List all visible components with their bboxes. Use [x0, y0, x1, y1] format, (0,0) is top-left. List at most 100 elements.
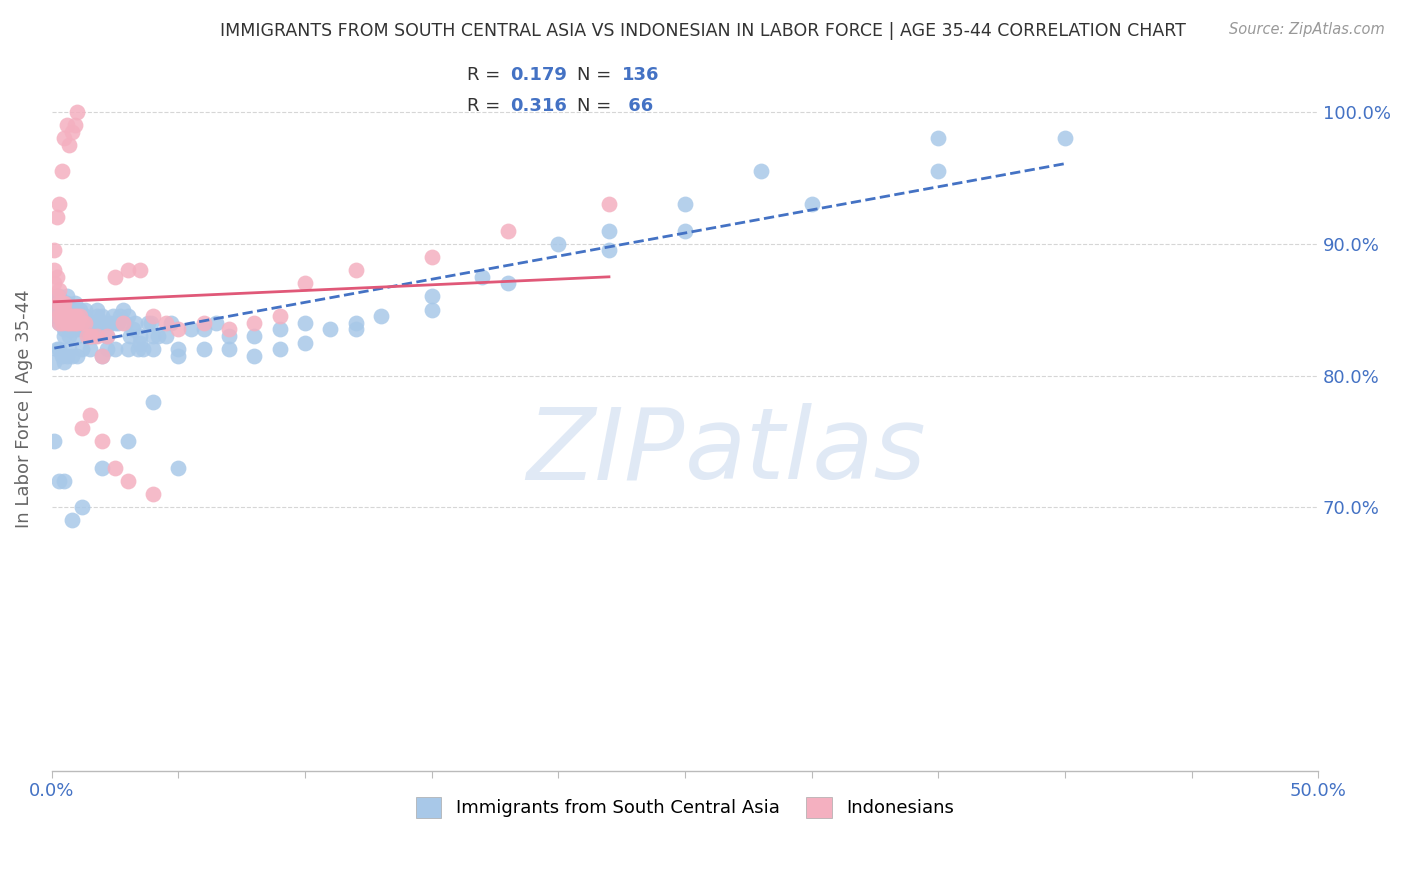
Point [129, 329, 152, 343]
Point [108, 310, 131, 324]
Point [56, 118, 79, 132]
Point [45, 211, 67, 225]
Point [44, 355, 66, 369]
Point [94, 316, 117, 330]
Point [146, 329, 169, 343]
Point [91, 349, 114, 363]
Legend: Immigrants from South Central Asia, Indonesians: Immigrants from South Central Asia, Indo… [406, 788, 963, 827]
Point [60, 513, 83, 527]
Point [69, 302, 91, 317]
Point [121, 322, 143, 336]
Point [89, 316, 111, 330]
Point [56, 289, 79, 303]
Point [60, 310, 83, 324]
Point [58, 138, 80, 153]
Text: IMMIGRANTS FROM SOUTH CENTRAL ASIA VS INDONESIAN IN LABOR FORCE | AGE 35-44 CORR: IMMIGRANTS FROM SOUTH CENTRAL ASIA VS IN… [221, 22, 1185, 40]
Point [471, 269, 494, 284]
Point [114, 316, 136, 330]
Text: 66: 66 [621, 96, 652, 115]
Point [73, 310, 96, 324]
Point [53, 322, 76, 336]
Point [205, 316, 228, 330]
Point [58, 316, 80, 330]
Point [56, 310, 79, 324]
Point [107, 316, 129, 330]
Point [48, 342, 70, 356]
Point [51, 164, 73, 178]
Point [45, 302, 67, 317]
Point [155, 316, 177, 330]
Point [56, 316, 79, 330]
Point [104, 342, 127, 356]
Point [91, 434, 114, 449]
Point [66, 322, 89, 336]
Text: R =: R = [467, 96, 506, 115]
Point [117, 474, 139, 488]
Point [344, 316, 367, 330]
Point [60, 310, 83, 324]
Point [117, 434, 139, 449]
Point [53, 355, 76, 369]
Point [167, 342, 190, 356]
Point [53, 474, 76, 488]
Point [45, 269, 67, 284]
Point [58, 316, 80, 330]
Point [73, 302, 96, 317]
Point [243, 349, 266, 363]
Point [167, 322, 190, 336]
Point [673, 224, 696, 238]
Point [66, 349, 89, 363]
Point [96, 329, 118, 343]
Point [58, 310, 80, 324]
Point [294, 316, 316, 330]
Point [56, 316, 79, 330]
Point [45, 342, 67, 356]
Point [117, 310, 139, 324]
Point [111, 316, 134, 330]
Point [51, 296, 73, 310]
Point [101, 310, 124, 324]
Point [60, 322, 83, 336]
Point [53, 329, 76, 343]
Point [193, 316, 215, 330]
Point [127, 342, 149, 356]
Point [83, 316, 105, 330]
Point [45, 289, 67, 303]
Point [269, 322, 291, 336]
Point [45, 289, 67, 303]
Point [96, 342, 118, 356]
Point [63, 310, 86, 324]
Point [117, 263, 139, 277]
Point [96, 329, 118, 343]
Point [73, 316, 96, 330]
Point [53, 302, 76, 317]
Point [53, 310, 76, 324]
Point [142, 329, 165, 343]
Point [58, 302, 80, 317]
Point [547, 236, 569, 251]
Point [48, 302, 70, 317]
Point [104, 316, 127, 330]
Point [193, 342, 215, 356]
Point [63, 296, 86, 310]
Point [44, 244, 66, 258]
Point [66, 105, 89, 120]
Point [66, 310, 89, 324]
Point [104, 269, 127, 284]
Point [60, 316, 83, 330]
Point [48, 474, 70, 488]
Text: 0.316: 0.316 [510, 96, 567, 115]
Point [1053, 131, 1076, 145]
Point [44, 434, 66, 449]
Point [86, 302, 108, 317]
Y-axis label: In Labor Force | Age 35-44: In Labor Force | Age 35-44 [15, 289, 32, 528]
Point [63, 302, 86, 317]
Point [53, 296, 76, 310]
Point [82, 316, 104, 330]
Point [70, 316, 93, 330]
Point [58, 322, 80, 336]
Point [66, 302, 89, 317]
Point [79, 316, 101, 330]
Point [48, 316, 70, 330]
Point [79, 342, 101, 356]
